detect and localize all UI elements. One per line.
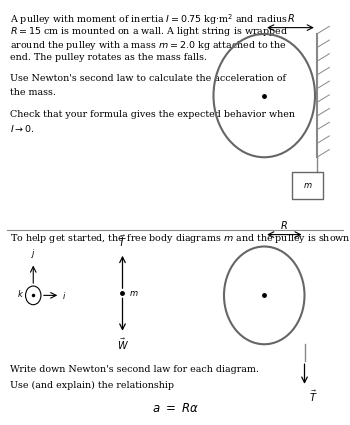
Text: $j$: $j$	[30, 247, 36, 260]
Text: end. The pulley rotates as the mass falls.: end. The pulley rotates as the mass fall…	[10, 53, 208, 62]
Text: around the pulley with a mass $m = 2.0$ kg attached to the: around the pulley with a mass $m = 2.0$ …	[10, 39, 287, 52]
Text: Use (and explain) the relationship: Use (and explain) the relationship	[10, 381, 175, 390]
Text: Write down Newton's second law for each diagram.: Write down Newton's second law for each …	[10, 365, 259, 374]
Text: $i$: $i$	[62, 290, 66, 301]
Text: $R$: $R$	[280, 219, 288, 231]
Text: $k$: $k$	[17, 288, 24, 299]
Text: $\vec{W}$: $\vec{W}$	[117, 337, 128, 352]
Text: $a \ = \ R\alpha$: $a \ = \ R\alpha$	[152, 402, 198, 415]
Text: Use Newton's second law to calculate the acceleration of: Use Newton's second law to calculate the…	[10, 74, 287, 83]
Text: A pulley with moment of inertia $I = 0.75$ kg$\cdot$m$^2$ and radius: A pulley with moment of inertia $I = 0.7…	[10, 12, 288, 26]
Text: the mass.: the mass.	[10, 88, 56, 97]
Text: $R$: $R$	[287, 12, 294, 24]
Bar	[292, 172, 323, 199]
Text: $m$: $m$	[302, 181, 312, 190]
Text: $\vec{T}$: $\vec{T}$	[118, 234, 127, 249]
Text: $R = 15$ cm is mounted on a wall. A light string is wrapped: $R = 15$ cm is mounted on a wall. A ligh…	[10, 26, 288, 39]
Text: $m$: $m$	[129, 289, 138, 298]
Text: $I \to 0$.: $I \to 0$.	[10, 123, 35, 134]
Text: Check that your formula gives the expected behavior when: Check that your formula gives the expect…	[10, 110, 295, 119]
Text: $\vec{T}$: $\vec{T}$	[309, 389, 317, 404]
Text: To help get started, the free body diagrams $m$ and the pulley is shown below.: To help get started, the free body diagr…	[10, 232, 350, 246]
